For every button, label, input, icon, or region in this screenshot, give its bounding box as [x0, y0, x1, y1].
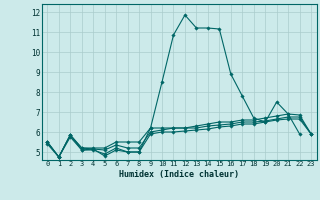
X-axis label: Humidex (Indice chaleur): Humidex (Indice chaleur) [119, 170, 239, 179]
